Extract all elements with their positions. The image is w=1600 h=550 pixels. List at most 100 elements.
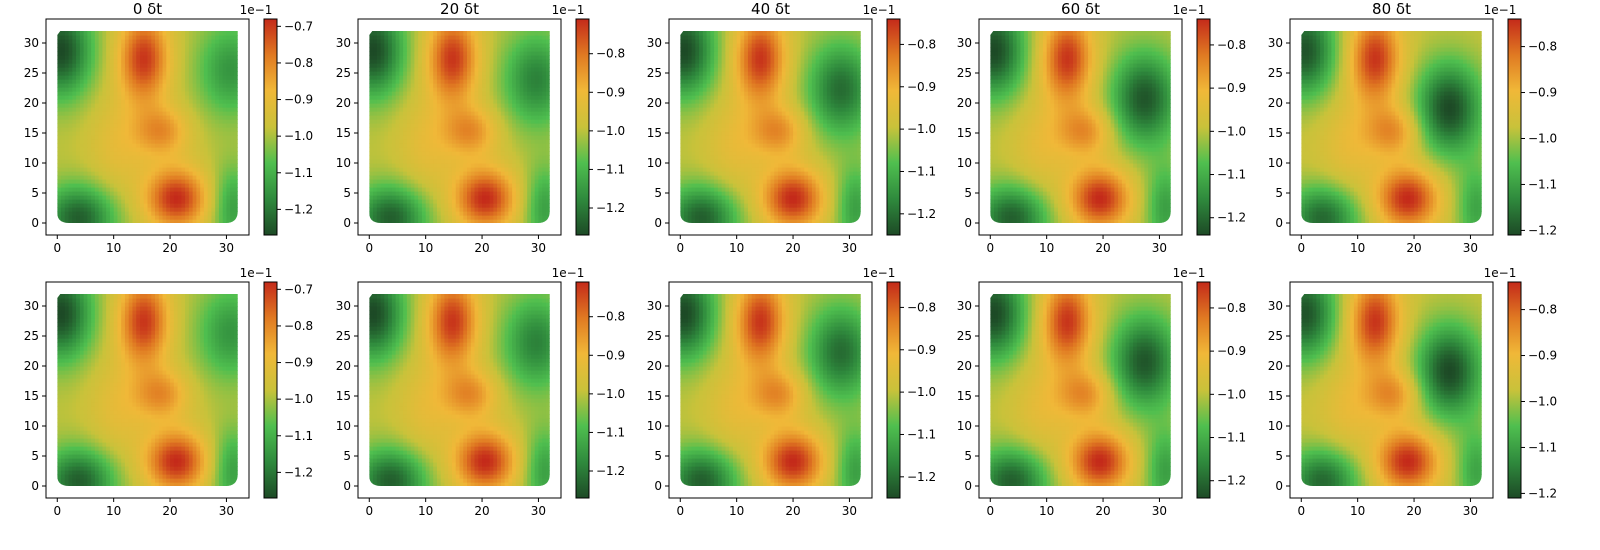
- heatmap-cell: [136, 187, 141, 192]
- heatmap-cell: [478, 123, 483, 128]
- heatmap-cell: [410, 187, 415, 192]
- heatmap-cell: [512, 147, 517, 152]
- heatmap-cell: [519, 103, 525, 108]
- heatmap-cell: [515, 55, 521, 60]
- heatmap-cell: [196, 99, 201, 104]
- heatmap-cell: [166, 111, 171, 116]
- heatmap-cell: [527, 211, 532, 216]
- heatmap-cell: [680, 219, 685, 223]
- heatmap-cell: [444, 175, 449, 180]
- heatmap-cell: [710, 211, 715, 216]
- heatmap-cell: [433, 91, 438, 96]
- heatmap-cell: [211, 139, 216, 144]
- heatmap-cell: [429, 119, 434, 124]
- heatmap-cell: [459, 83, 464, 88]
- heatmap-cell: [113, 71, 119, 76]
- heatmap-cell: [433, 207, 438, 212]
- heatmap-cell: [64, 207, 70, 212]
- heatmap-cell: [61, 183, 66, 188]
- heatmap-cell: [399, 171, 404, 176]
- heatmap-cell: [459, 111, 464, 116]
- heatmap-cell: [188, 71, 194, 76]
- heatmap-cell: [406, 31, 412, 36]
- heatmap-cell: [215, 39, 220, 44]
- heatmap-cell: [508, 47, 513, 52]
- heatmap-cell: [158, 219, 164, 223]
- heatmap-cell: [451, 51, 457, 56]
- heatmap-cell: [545, 211, 550, 216]
- heatmap-cell: [147, 35, 152, 40]
- heatmap-cell: [714, 215, 719, 220]
- heatmap-cell: [222, 191, 228, 196]
- heatmap-cell: [512, 139, 517, 144]
- heatmap-cell: [425, 83, 431, 88]
- heatmap-cell: [504, 183, 509, 188]
- heatmap-cell: [196, 135, 201, 140]
- heatmap-cell: [177, 179, 182, 184]
- heatmap-cell: [489, 183, 494, 188]
- heatmap-cell: [230, 135, 235, 140]
- heatmap-cell: [380, 119, 385, 124]
- heatmap-cell: [64, 175, 70, 180]
- heatmap-cell: [530, 131, 536, 136]
- heatmap-cell: [61, 171, 66, 176]
- heatmap-cell: [173, 75, 179, 80]
- heatmap-cell: [72, 123, 77, 128]
- heatmap-cell: [527, 139, 532, 144]
- heatmap-cell: [804, 215, 809, 220]
- heatmap-cell: [380, 71, 385, 76]
- heatmap-cell: [113, 127, 119, 132]
- heatmap-cell: [158, 123, 164, 128]
- heatmap-cell: [185, 51, 190, 56]
- heatmap-cell: [399, 75, 404, 80]
- x-tick-label: 20: [162, 241, 177, 255]
- heatmap-cell: [425, 79, 431, 84]
- heatmap-cell: [421, 159, 427, 164]
- heatmap-cell: [162, 35, 167, 40]
- heatmap-cell: [200, 31, 205, 36]
- heatmap-cell: [369, 187, 374, 192]
- heatmap-cell: [128, 187, 134, 192]
- heatmap-cell: [218, 71, 224, 76]
- heatmap-cell: [136, 31, 141, 36]
- heatmap-cell: [440, 175, 446, 180]
- heatmap-cell: [64, 171, 70, 176]
- heatmap-cell: [545, 191, 550, 196]
- heatmap-cell: [211, 143, 216, 148]
- heatmap-cell: [200, 43, 205, 48]
- heatmap-cell: [395, 171, 400, 176]
- heatmap-cell: [109, 115, 115, 120]
- heatmap-cell: [128, 179, 134, 184]
- heatmap-cell: [489, 31, 494, 36]
- heatmap-cell: [79, 147, 85, 152]
- heatmap-cell: [470, 123, 476, 128]
- heatmap-cell: [192, 99, 197, 104]
- heatmap-cell: [128, 131, 134, 136]
- heatmap-cell: [181, 59, 186, 64]
- heatmap-cell: [493, 175, 498, 180]
- heatmap-cell: [418, 171, 423, 176]
- y-tick-label: 25: [24, 66, 39, 80]
- heatmap-cell: [177, 191, 182, 196]
- heatmap-cell: [380, 83, 385, 88]
- heatmap-cell: [230, 179, 235, 184]
- heatmap-cell: [410, 95, 415, 100]
- heatmap-cell: [233, 135, 238, 140]
- heatmap-cell: [79, 155, 85, 160]
- heatmap-cell: [815, 219, 820, 223]
- heatmap-cell: [384, 51, 389, 56]
- heatmap-cell: [444, 67, 449, 72]
- heatmap-cell: [470, 219, 476, 223]
- heatmap-cell: [515, 35, 521, 40]
- heatmap-cell: [87, 59, 92, 64]
- heatmap-cell: [388, 47, 393, 52]
- heatmap-cell: [534, 91, 540, 96]
- heatmap-cell: [530, 123, 536, 128]
- heatmap-cell: [482, 203, 487, 208]
- heatmap-cell: [192, 151, 197, 156]
- heatmap-cell: [474, 127, 479, 132]
- heatmap-cell: [215, 59, 220, 64]
- heatmap-cell: [388, 79, 393, 84]
- heatmap-cell: [455, 191, 461, 196]
- heatmap-cell: [534, 127, 540, 132]
